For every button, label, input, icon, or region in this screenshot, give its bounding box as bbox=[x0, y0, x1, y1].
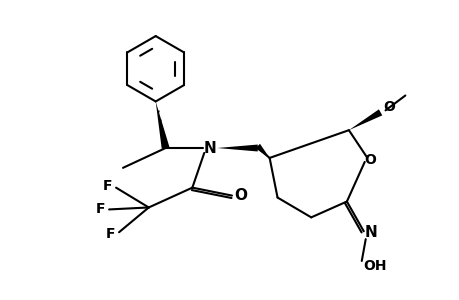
Text: F: F bbox=[95, 202, 105, 216]
Text: O: O bbox=[234, 188, 247, 203]
Text: F: F bbox=[105, 227, 115, 241]
Text: F: F bbox=[102, 179, 112, 193]
Polygon shape bbox=[217, 145, 257, 152]
Polygon shape bbox=[348, 109, 381, 130]
Text: O: O bbox=[364, 153, 376, 167]
Text: OH: OH bbox=[362, 259, 386, 273]
Polygon shape bbox=[255, 144, 269, 158]
Text: N: N bbox=[203, 140, 216, 155]
Text: N: N bbox=[364, 225, 376, 240]
Polygon shape bbox=[155, 101, 169, 149]
Text: O: O bbox=[383, 100, 395, 114]
